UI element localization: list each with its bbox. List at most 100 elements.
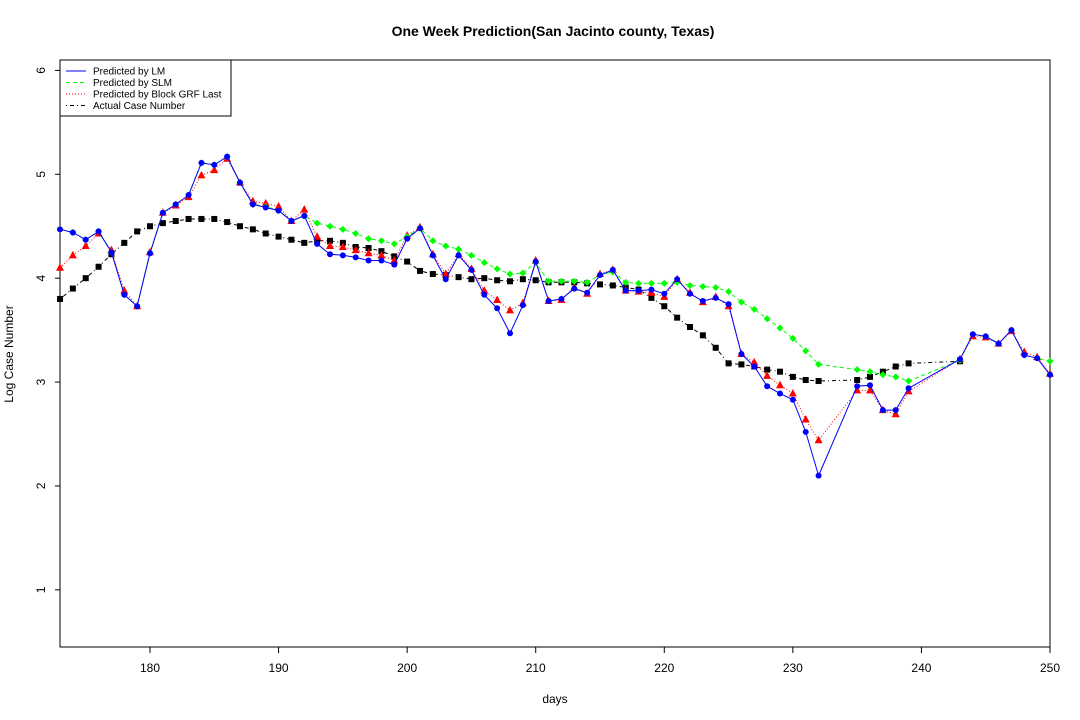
x-tick-label: 200	[397, 661, 417, 675]
data-point-predicted-by-block-grf-last	[326, 241, 334, 249]
legend-box	[59, 59, 232, 117]
data-point-predicted-by-slm	[442, 242, 450, 250]
data-point-predicted-by-block-grf-last	[493, 295, 502, 303]
series-line-predicted-by-lm	[59, 155, 1051, 478]
data-point-actual-case-number	[648, 294, 655, 301]
data-point-predicted-by-block-grf-last	[56, 263, 64, 271]
data-point-predicted-by-slm	[545, 277, 553, 285]
data-point-actual-case-number	[198, 215, 205, 222]
data-point-predicted-by-block-grf-last	[274, 201, 283, 210]
data-point-predicted-by-slm	[583, 278, 591, 286]
data-point-predicted-by-lm	[365, 257, 372, 264]
data-point-predicted-by-lm	[957, 356, 963, 363]
data-point-predicted-by-slm	[699, 282, 707, 290]
data-point-predicted-by-slm	[493, 265, 501, 273]
data-point-predicted-by-block-grf-last	[210, 165, 219, 174]
y-tick-label: 1	[34, 586, 48, 593]
data-point-predicted-by-slm	[326, 222, 334, 230]
data-point-predicted-by-slm	[802, 347, 810, 355]
data-point-predicted-by-slm	[776, 324, 784, 332]
data-point-predicted-by-lm	[211, 161, 218, 168]
data-point-actual-case-number	[802, 376, 809, 383]
data-point-predicted-by-lm	[198, 159, 205, 166]
data-point-predicted-by-block-grf-last	[750, 357, 759, 366]
data-point-predicted-by-lm	[57, 226, 63, 233]
data-point-actual-case-number	[712, 344, 719, 351]
data-point-predicted-by-block-grf-last	[788, 388, 797, 397]
data-point-predicted-by-lm	[224, 153, 231, 160]
data-point-actual-case-number	[275, 233, 282, 240]
data-point-actual-case-number	[429, 271, 436, 278]
data-point-actual-case-number	[404, 258, 411, 265]
data-point-actual-case-number	[597, 281, 603, 288]
data-point-predicted-by-lm	[172, 201, 179, 208]
data-point-actual-case-number	[687, 324, 693, 331]
y-axis-label: Log Case Number	[2, 305, 16, 402]
data-point-predicted-by-slm	[750, 305, 758, 313]
data-point-actual-case-number	[185, 215, 192, 222]
data-point-predicted-by-lm	[352, 254, 359, 261]
data-point-predicted-by-block-grf-last	[197, 170, 206, 179]
data-point-predicted-by-block-grf-last	[377, 250, 386, 259]
data-point-predicted-by-slm	[352, 230, 360, 238]
data-point-predicted-by-lm	[892, 407, 899, 414]
data-point-predicted-by-slm	[480, 259, 488, 267]
data-point-predicted-by-lm	[867, 382, 873, 389]
data-point-predicted-by-lm	[764, 383, 771, 390]
data-point-predicted-by-lm	[584, 289, 591, 296]
data-point-actual-case-number	[237, 223, 243, 230]
plot-frame	[59, 59, 1051, 648]
data-point-predicted-by-slm	[879, 371, 887, 379]
data-point-actual-case-number	[417, 267, 423, 274]
series-line-actual-case-number	[59, 218, 961, 382]
data-point-predicted-by-lm	[789, 396, 796, 403]
data-point-predicted-by-lm	[879, 407, 886, 414]
data-point-predicted-by-lm	[429, 252, 436, 259]
series-predicted-by-lm	[57, 153, 1053, 479]
series-layer	[56, 153, 1054, 479]
data-point-predicted-by-block-grf-last	[300, 205, 309, 213]
data-point-actual-case-number	[455, 274, 462, 281]
x-tick-label: 230	[783, 661, 803, 675]
data-point-predicted-by-lm	[442, 276, 449, 283]
data-point-predicted-by-lm	[571, 285, 578, 292]
data-point-predicted-by-lm	[327, 251, 333, 258]
x-tick-label: 250	[1040, 661, 1060, 675]
data-point-predicted-by-slm	[647, 279, 655, 287]
data-point-predicted-by-lm	[609, 266, 616, 273]
data-point-actual-case-number	[82, 275, 89, 282]
series-line-predicted-by-slm	[59, 155, 1051, 382]
data-point-actual-case-number	[95, 263, 102, 270]
data-point-predicted-by-lm	[545, 298, 552, 305]
data-point-predicted-by-slm	[365, 235, 373, 243]
data-point-predicted-by-block-grf-last	[68, 250, 77, 259]
data-point-predicted-by-lm	[1034, 355, 1041, 362]
data-point-predicted-by-lm	[725, 301, 732, 308]
data-point-predicted-by-block-grf-last	[338, 242, 347, 251]
data-point-predicted-by-lm	[674, 276, 681, 283]
data-point-predicted-by-slm	[905, 377, 913, 385]
data-point-predicted-by-lm	[777, 390, 783, 397]
data-point-predicted-by-lm	[854, 383, 861, 390]
data-point-predicted-by-lm	[262, 204, 269, 211]
data-point-predicted-by-slm	[429, 237, 437, 245]
data-point-predicted-by-slm	[686, 281, 694, 289]
data-point-actual-case-number	[777, 368, 783, 375]
data-point-predicted-by-slm	[712, 284, 720, 292]
data-point-predicted-by-lm	[982, 333, 989, 340]
data-point-predicted-by-lm	[468, 266, 475, 273]
data-point-predicted-by-block-grf-last	[81, 241, 90, 249]
y-tick-label: 6	[34, 67, 48, 74]
data-point-predicted-by-slm	[622, 278, 630, 286]
data-point-actual-case-number	[172, 218, 179, 225]
data-point-actual-case-number	[288, 236, 295, 243]
data-point-predicted-by-lm	[159, 209, 166, 216]
data-point-predicted-by-lm	[455, 252, 462, 259]
data-point-actual-case-number	[609, 282, 616, 289]
x-tick-label: 240	[911, 661, 931, 675]
y-tick-label: 3	[34, 378, 48, 385]
data-point-predicted-by-lm	[147, 250, 153, 257]
data-point-predicted-by-lm	[339, 252, 346, 259]
data-point-predicted-by-slm	[725, 288, 733, 296]
